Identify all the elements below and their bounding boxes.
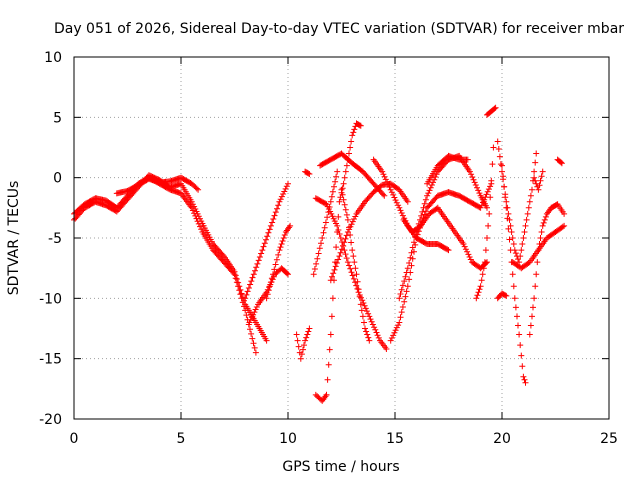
x-tick-label: 15 [386, 431, 404, 447]
data-points [531, 168, 546, 193]
data-points [494, 290, 510, 302]
data-points [400, 204, 490, 272]
series-track-1 [71, 172, 270, 344]
series-track-18 [400, 204, 490, 272]
series-track-12 [302, 168, 313, 177]
series-track-23 [494, 138, 540, 266]
chart-title: Day 051 of 2026, Sidereal Day-to-day VTE… [54, 21, 624, 37]
series-track-22 [473, 144, 497, 302]
series-track-3 [113, 174, 202, 197]
data-points [338, 186, 373, 344]
series-track-14 [338, 186, 373, 344]
x-tick-label: 20 [493, 431, 511, 447]
y-tick-label: 0 [53, 171, 62, 187]
data-points [473, 144, 497, 302]
series-track-21 [484, 104, 499, 118]
x-tick-label: 10 [279, 431, 297, 447]
data-points [554, 156, 565, 167]
axis-ticks [73, 56, 610, 420]
series-track-17 [396, 152, 490, 302]
data-points [312, 391, 330, 404]
series-track-24 [499, 162, 529, 386]
data-points [71, 172, 270, 344]
series-track-6 [263, 222, 294, 302]
y-tick-labels: -20 -15 -10 -5 0 5 10 [39, 50, 62, 428]
series-track-25 [494, 290, 510, 302]
series-track-8 [312, 391, 330, 404]
series-track-29 [554, 156, 565, 167]
series-track-16 [387, 180, 495, 344]
x-tick-label: 25 [600, 431, 618, 447]
x-tick-label: 5 [177, 431, 186, 447]
data-points [293, 325, 313, 362]
y-tick-label: -10 [39, 291, 62, 307]
data-points [310, 168, 341, 278]
series-track-10 [310, 168, 341, 278]
data-points [387, 180, 495, 344]
y-tick-label: -5 [48, 231, 62, 247]
y-tick-label: -15 [39, 352, 62, 368]
series-track-20 [424, 152, 471, 187]
y-tick-label: 10 [44, 50, 62, 66]
x-tick-labels: 0 5 10 15 20 25 [70, 431, 618, 447]
series-track-9 [323, 120, 364, 398]
series-track-28 [531, 168, 546, 193]
data-series [71, 104, 568, 404]
data-points [323, 120, 364, 398]
data-points [526, 201, 568, 338]
data-points [494, 138, 540, 266]
series-track-15 [327, 180, 411, 284]
data-points [242, 180, 291, 302]
data-points [370, 156, 452, 254]
series-track-27 [526, 201, 568, 338]
grid-lines [74, 57, 609, 419]
data-points [113, 174, 202, 197]
data-points [424, 152, 471, 187]
data-points [263, 222, 294, 302]
series-track-19 [370, 156, 452, 254]
y-tick-label: 5 [53, 110, 62, 126]
data-points [509, 222, 568, 272]
series-track-7 [293, 325, 313, 362]
data-points [499, 162, 529, 386]
x-axis-label: GPS time / hours [282, 459, 399, 475]
series-track-26 [509, 222, 568, 272]
data-points [484, 104, 499, 118]
y-tick-label: -20 [39, 412, 62, 428]
data-points [327, 180, 411, 284]
y-axis-label: SDTVAR / TECUs [6, 181, 22, 296]
data-points [396, 152, 490, 302]
data-points [302, 168, 313, 177]
x-tick-label: 0 [70, 431, 79, 447]
series-track-5 [242, 180, 291, 302]
